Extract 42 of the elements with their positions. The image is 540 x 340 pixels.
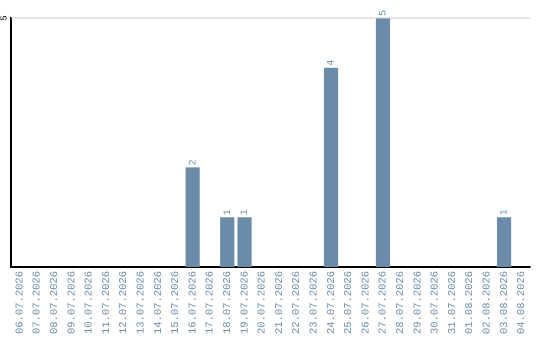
x-tick-label: 14.07.2026 bbox=[152, 270, 165, 334]
data-label: 5 bbox=[378, 10, 390, 16]
x-tick-label: 24.07.2026 bbox=[326, 270, 338, 334]
x-tick-label: 04.08.2026 bbox=[516, 270, 528, 334]
x-tick-label: 21.07.2026 bbox=[274, 270, 286, 334]
x-tick-label: 30.07.2026 bbox=[430, 270, 442, 334]
data-label: 2 bbox=[188, 159, 200, 166]
x-tick-label: 10.07.2026 bbox=[84, 270, 96, 334]
x-tick-label: 23.07.2026 bbox=[308, 270, 321, 334]
x-tick-label: 11.07.2026 bbox=[100, 270, 113, 334]
x-tick-label: 06.07.2026 bbox=[14, 270, 26, 334]
x-tick-label: 27.07.2026 bbox=[378, 270, 390, 334]
data-label: 1 bbox=[222, 209, 234, 216]
bar bbox=[237, 217, 252, 267]
x-tick-label: 28.07.2026 bbox=[395, 270, 408, 334]
x-tick-label: 12.07.2026 bbox=[118, 270, 130, 334]
x-tick-label: 03.08.2026 bbox=[498, 270, 511, 334]
x-tick-label: 29.07.2026 bbox=[412, 270, 424, 334]
x-tick-label: 16.07.2026 bbox=[187, 270, 200, 334]
bar bbox=[324, 68, 338, 267]
x-tick-label: 19.07.2026 bbox=[239, 270, 252, 334]
x-tick-label: 09.07.2026 bbox=[66, 270, 78, 334]
data-label: 1 bbox=[240, 209, 252, 216]
x-tick-label: 07.07.2026 bbox=[32, 270, 44, 334]
x-tick-label: 31.07.2026 bbox=[446, 270, 459, 334]
x-tick-label: 25.07.2026 bbox=[343, 270, 356, 334]
x-tick-label: 26.07.2026 bbox=[360, 270, 372, 334]
data-label: 1 bbox=[500, 209, 511, 216]
x-tick-label: 20.07.2026 bbox=[256, 270, 269, 334]
bar bbox=[376, 18, 390, 267]
x-tick-label: 08.07.2026 bbox=[49, 270, 62, 334]
x-tick-label: 17.07.2026 bbox=[204, 270, 217, 334]
x-tick-label: 22.07.2026 bbox=[291, 270, 304, 334]
bar bbox=[220, 217, 234, 267]
x-tick-label: 13.07.2026 bbox=[136, 270, 148, 334]
x-tick-label: 18.07.2026 bbox=[222, 270, 234, 334]
bar bbox=[186, 167, 200, 267]
x-tick-label: 02.08.2026 bbox=[482, 270, 494, 334]
data-label: 4 bbox=[326, 60, 338, 66]
x-tick-label: 15.07.2026 bbox=[170, 270, 182, 334]
x-tick-label: 01.08.2026 bbox=[464, 270, 476, 334]
bar bbox=[496, 217, 512, 267]
